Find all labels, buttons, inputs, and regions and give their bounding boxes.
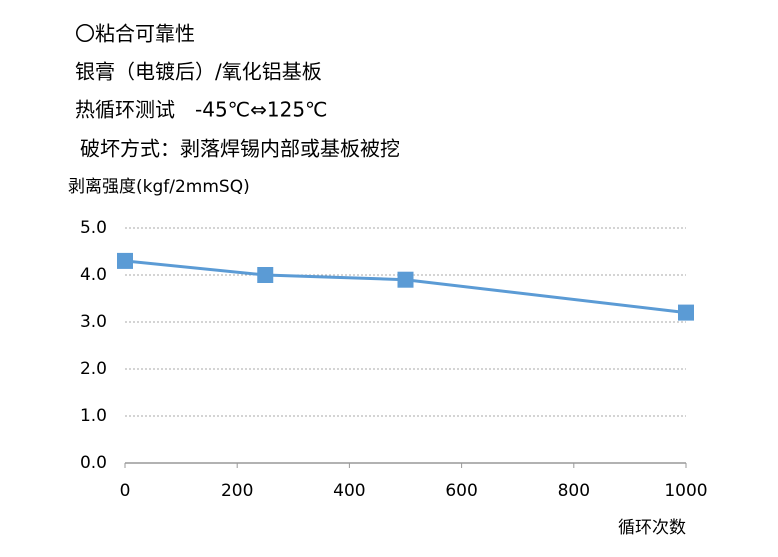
x-tick-label: 0 [120, 481, 131, 501]
y-tick-label: 2.0 [80, 359, 107, 379]
marker [257, 267, 274, 283]
y-tick-label: 1.0 [80, 406, 107, 426]
marker [678, 304, 694, 321]
marker [397, 271, 414, 288]
line [124, 259, 687, 315]
annotation: 银膏（电镀后）/氧化铝基板 [75, 60, 322, 84]
y-tick-label: 3.0 [80, 312, 107, 332]
y-tick-label: 5.0 [80, 218, 107, 238]
x-tick-label: 200 [221, 481, 253, 501]
x-tick-label: 400 [333, 481, 365, 501]
y-axis-label: 剥离强度(kgf/2mmSQ) [68, 177, 250, 197]
marker [117, 252, 133, 269]
annotation: 热循环测试 -45℃⇔125℃ [75, 98, 328, 122]
y-tick-label: 4.0 [80, 265, 107, 285]
x-tick-label: 600 [445, 481, 477, 501]
x-tick-label: 800 [558, 481, 590, 501]
x-tick-label: 1000 [664, 481, 707, 501]
x-axis-label: 循环次数 [618, 518, 686, 538]
annotation: 〇粘合可靠性 [75, 22, 195, 46]
annotation: 破坏方式：剥落焊锡内部或基板被挖 [80, 137, 400, 161]
y-tick-label: 0.0 [80, 453, 107, 473]
